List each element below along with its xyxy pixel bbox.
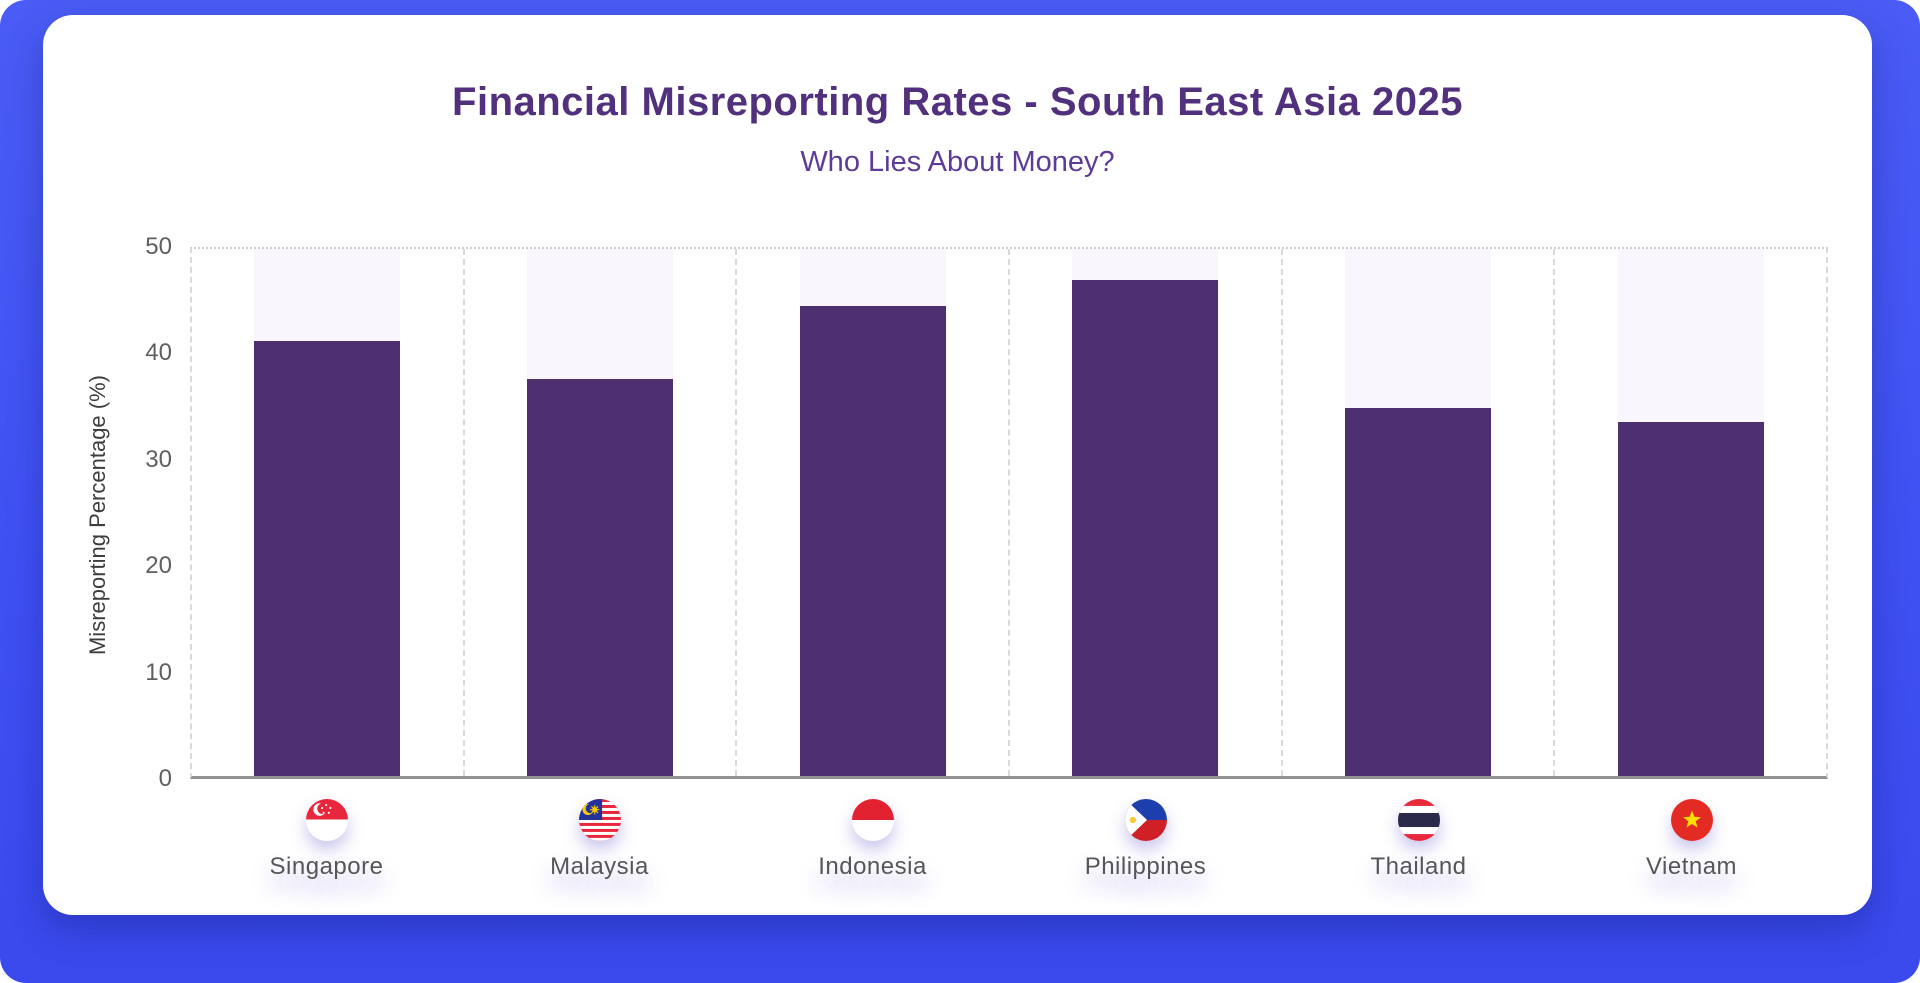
bar-vietnam[interactable]: [1617, 421, 1764, 776]
y-tick-30: 30: [145, 446, 172, 473]
y-tick-20: 20: [145, 552, 172, 579]
category-column-philippines: [1010, 249, 1283, 776]
country-label-thailand: Thailand: [1370, 853, 1467, 880]
bar-thailand[interactable]: [1345, 408, 1492, 776]
country-label-singapore: Singapore: [269, 853, 384, 880]
y-tick-50: 50: [145, 233, 172, 260]
chart-subtitle: Who Lies About Money?: [800, 146, 1115, 178]
x-cell-singapore: Singapore: [190, 779, 463, 881]
bar-track: [799, 249, 946, 776]
philippines-flag-icon: [1124, 799, 1167, 841]
category-column-singapore: [192, 249, 465, 776]
chart-card: Financial Misreporting Rates - South Eas…: [43, 15, 1872, 915]
bar-malaysia[interactable]: [527, 378, 673, 776]
x-cell-indonesia: Indonesia: [736, 779, 1009, 881]
x-cell-thailand: Thailand: [1282, 779, 1555, 881]
y-tick-10: 10: [145, 659, 172, 686]
indonesia-flag-icon: [851, 799, 894, 841]
bar-track: [1345, 249, 1492, 776]
y-tick-40: 40: [145, 339, 172, 366]
country-label-vietnam: Vietnam: [1645, 853, 1738, 880]
bar-singapore[interactable]: [254, 340, 401, 776]
country-label-malaysia: Malaysia: [550, 853, 649, 880]
bar-track: [254, 249, 401, 776]
x-axis-labels: Singapore: [190, 779, 1828, 881]
country-label-indonesia: Indonesia: [818, 853, 927, 880]
bar-track: [1072, 249, 1219, 776]
plot-area: [190, 247, 1828, 779]
x-cell-malaysia: Malaysia: [463, 779, 736, 881]
country-label-philippines: Philippines: [1084, 853, 1207, 880]
malaysia-flag-icon: [578, 799, 621, 841]
vietnam-flag-icon: [1670, 799, 1713, 841]
x-cell-vietnam: Vietnam: [1555, 779, 1828, 881]
thailand-flag-icon: [1397, 799, 1440, 841]
category-column-malaysia: [465, 249, 738, 776]
bar-philippines[interactable]: [1072, 279, 1219, 776]
bar-track: [527, 249, 673, 776]
bar-track: [1617, 249, 1764, 776]
bar-indonesia[interactable]: [799, 305, 946, 776]
chart-title: Financial Misreporting Rates - South Eas…: [452, 80, 1463, 124]
singapore-flag-icon: [305, 799, 348, 841]
x-cell-philippines: Philippines: [1009, 779, 1282, 881]
y-tick-0: 0: [158, 765, 172, 792]
category-column-vietnam: [1555, 249, 1826, 776]
category-column-indonesia: [737, 249, 1011, 776]
category-column-thailand: [1283, 249, 1556, 776]
